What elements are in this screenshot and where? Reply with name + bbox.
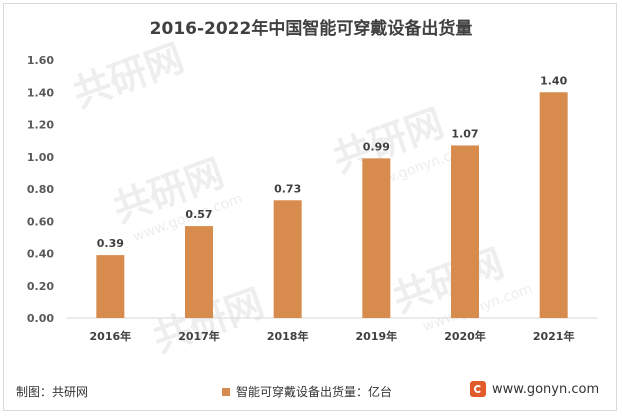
chart-title: 2016-2022年中国智能可穿戴设备出货量 (149, 19, 473, 39)
data-label: 0.99 (363, 140, 390, 153)
x-tick-label: 2018年 (267, 329, 309, 343)
y-tick-label: 1.20 (27, 119, 54, 132)
source-label: 制图：共研网 (16, 385, 89, 399)
data-label: 1.40 (540, 74, 567, 87)
x-tick-label: 2019年 (356, 329, 398, 343)
bar (96, 255, 125, 318)
bar (451, 145, 479, 318)
bar-chart: 0.00 0.20 0.40 0.60 0.80 1.00 1.20 1.40 1.60 0.3… (27, 54, 598, 343)
bar (185, 226, 213, 318)
data-label: 0.39 (97, 237, 124, 250)
chart-frame (3, 3, 617, 411)
y-tick-label: 0.80 (27, 183, 54, 196)
brand-logo-icon (470, 381, 486, 397)
y-tick-label: 1.40 (27, 86, 54, 99)
y-axis: 0.00 0.20 0.40 0.60 0.80 1.00 1.20 1.40 1.60 (27, 54, 54, 325)
y-tick-label: 0.40 (27, 248, 54, 261)
x-tick-label: 2020年 (444, 329, 486, 343)
bar (362, 158, 391, 318)
bar-series: 0.39 0.57 0.73 0.99 1.07 1.40 (96, 74, 568, 318)
legend-label: 智能可穿戴设备出货量：亿台 (236, 385, 393, 399)
x-axis: 2016年 2017年 2018年 2019年 2020年 2021年 (90, 329, 575, 343)
y-tick-label: 0.60 (27, 215, 54, 228)
y-tick-label: 1.60 (27, 54, 54, 67)
data-label: 1.07 (451, 127, 478, 140)
brand: www.gonyn.com (470, 381, 599, 397)
legend: 智能可穿戴设备出货量：亿台 (222, 383, 392, 400)
y-tick-label: 0.20 (27, 280, 54, 293)
y-tick-label: 0.00 (27, 312, 54, 325)
x-tick-label: 2017年 (178, 329, 220, 343)
bar (539, 92, 568, 318)
y-tick-label: 1.00 (27, 151, 54, 164)
data-label: 0.73 (274, 182, 301, 195)
brand-url: www.gonyn.com (492, 381, 600, 397)
data-label: 0.57 (185, 208, 212, 221)
x-tick-label: 2016年 (90, 329, 132, 343)
legend-swatch (222, 387, 230, 396)
x-tick-label: 2021年 (533, 329, 575, 343)
bar (273, 200, 302, 318)
